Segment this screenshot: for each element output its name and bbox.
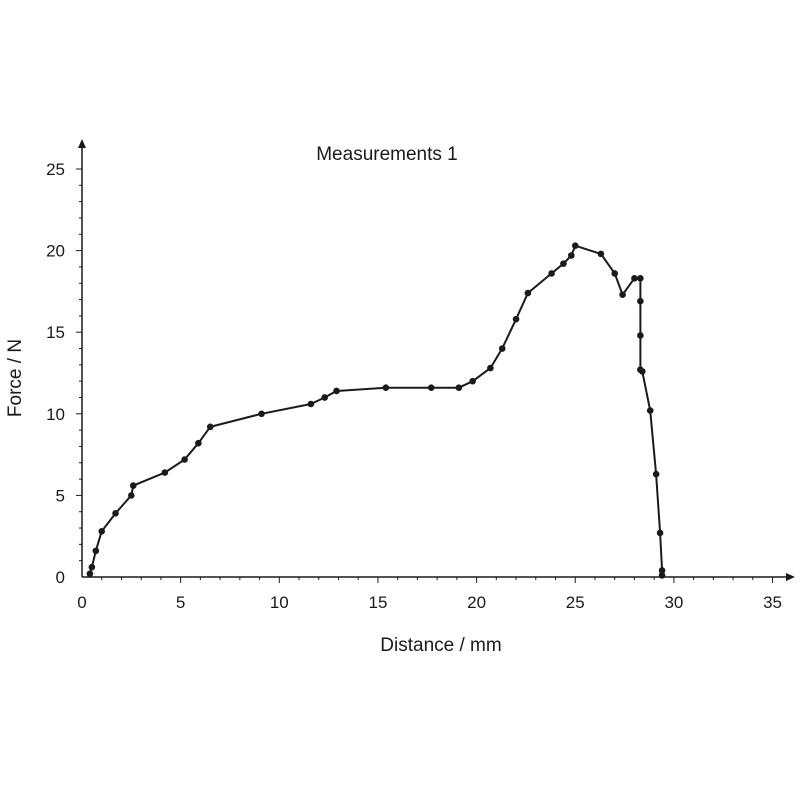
data-point [181, 456, 188, 463]
data-point [98, 528, 106, 535]
axes [78, 139, 795, 581]
data-point [128, 492, 135, 499]
data-point [455, 384, 463, 391]
y-tick-label: 20 [46, 242, 65, 261]
y-tick-label: 5 [56, 486, 65, 505]
data-point [498, 345, 506, 352]
y-axis-ticks: 0 5 10 15 20 25 [46, 160, 82, 587]
y-axis-title: Force / N [5, 339, 26, 417]
data-point [637, 297, 644, 305]
x-tick-label: 25 [566, 593, 585, 612]
data-point [321, 394, 328, 401]
data-point [92, 547, 100, 555]
data-point [619, 291, 626, 298]
data-point [129, 482, 137, 489]
data-point [597, 250, 605, 258]
data-point [637, 332, 644, 339]
y-tick-label: 10 [46, 405, 65, 424]
y-tick-label: 0 [56, 568, 65, 587]
data-point [195, 439, 202, 447]
data-point [646, 407, 654, 414]
data-point [548, 270, 555, 277]
data-point [560, 260, 567, 267]
data-point [487, 364, 494, 372]
data-point [382, 384, 390, 391]
plot-area [86, 242, 666, 579]
data-point [652, 470, 660, 478]
data-point [658, 567, 666, 574]
y-tick-label: 15 [46, 323, 65, 342]
series-line [88, 244, 664, 576]
x-tick-label: 20 [467, 593, 486, 612]
data-point [333, 387, 340, 395]
x-tick-label: 5 [176, 593, 185, 612]
data-point [524, 289, 532, 297]
data-point [258, 410, 265, 418]
data-point [631, 275, 638, 282]
x-axis-arrow [786, 573, 795, 581]
x-tick-label: 35 [763, 593, 782, 612]
x-tick-label: 30 [664, 593, 683, 612]
x-axis-title: Distance / mm [380, 635, 501, 656]
data-point [112, 510, 119, 517]
data-point [637, 275, 644, 282]
data-point [86, 570, 94, 578]
data-point [161, 469, 169, 476]
data-point [571, 242, 579, 250]
data-point [512, 315, 520, 323]
data-point [307, 400, 315, 408]
x-axis-ticks: 0 5 10 15 20 25 30 35 [77, 577, 782, 612]
chart-title: Measurements 1 [316, 144, 458, 165]
x-tick-label: 15 [368, 593, 387, 612]
data-point [658, 572, 666, 579]
data-point [639, 368, 646, 375]
data-point [469, 377, 476, 385]
x-tick-label: 0 [77, 593, 86, 612]
data-point [88, 563, 96, 571]
y-axis-arrow [78, 139, 86, 148]
y-tick-label: 25 [46, 160, 65, 179]
x-tick-label: 10 [270, 593, 289, 612]
data-point [568, 252, 575, 259]
data-point [656, 529, 664, 537]
data-point [611, 270, 619, 277]
data-point [427, 384, 435, 391]
data-point [206, 423, 214, 431]
